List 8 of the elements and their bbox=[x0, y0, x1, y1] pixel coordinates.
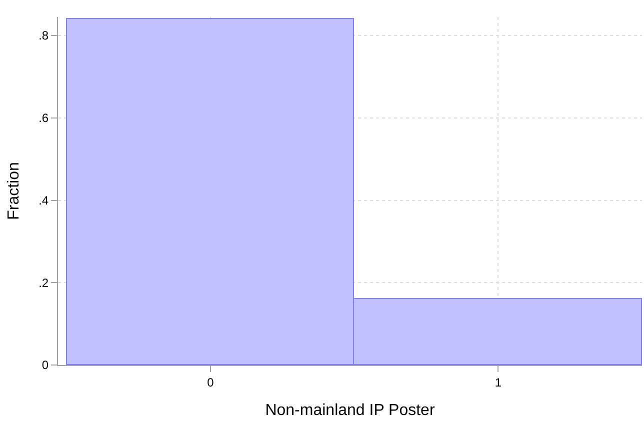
x-tick-label: 1 bbox=[494, 375, 502, 390]
y-axis-title: Fraction bbox=[5, 162, 22, 220]
y-tick-label: .4 bbox=[38, 193, 49, 208]
y-tick-label: 0 bbox=[42, 358, 49, 372]
y-tick-label: .6 bbox=[38, 111, 49, 126]
y-tick-label: .2 bbox=[38, 276, 49, 290]
y-tick-label: .8 bbox=[38, 28, 49, 43]
x-axis-title: Non-mainland IP Poster bbox=[265, 402, 436, 420]
